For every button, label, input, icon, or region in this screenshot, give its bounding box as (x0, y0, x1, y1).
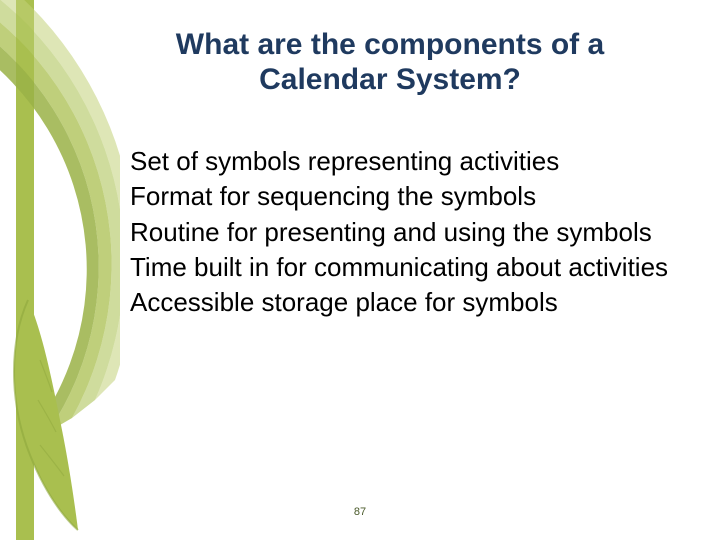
list-item: Set of symbols representing activities (130, 145, 670, 178)
slide-title: What are the components of a Calendar Sy… (100, 28, 680, 97)
deco-bar (16, 0, 34, 540)
list-item: Accessible storage place for symbols (130, 286, 670, 319)
list-item: Format for sequencing the symbols (130, 180, 670, 213)
slide-body: Set of symbols representing activities F… (130, 145, 670, 321)
slide: What are the components of a Calendar Sy… (0, 0, 720, 540)
list-item: Routine for presenting and using the sym… (130, 216, 670, 249)
title-line-2: Calendar System? (259, 63, 521, 96)
page-number: 87 (0, 506, 720, 518)
list-item: Time built in for communicating about ac… (130, 251, 670, 284)
leaf-icon (14, 300, 78, 530)
title-line-1: What are the components of a (176, 28, 604, 61)
